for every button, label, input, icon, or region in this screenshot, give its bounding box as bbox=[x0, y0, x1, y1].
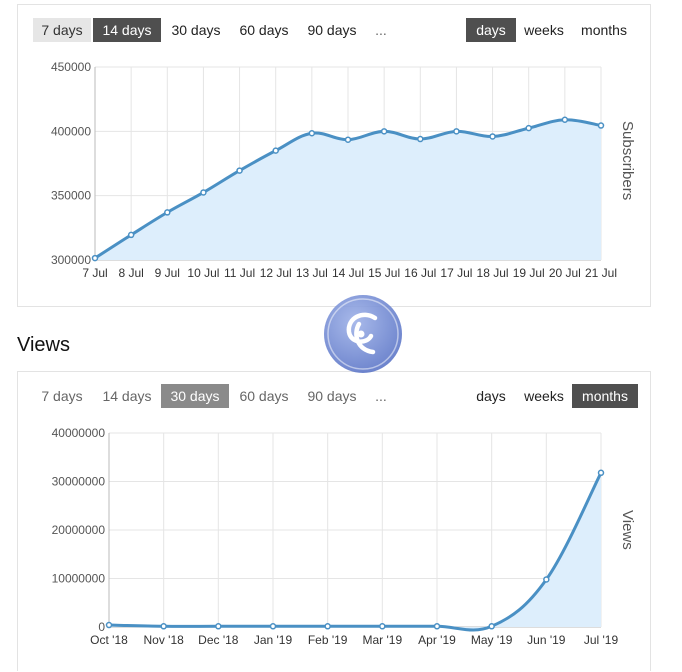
x-tick-label: 11 Jul bbox=[224, 266, 255, 280]
x-tick-label: 14 Jul bbox=[332, 266, 364, 280]
y-tick-label: 20000000 bbox=[52, 523, 106, 537]
data-point bbox=[215, 623, 222, 630]
data-point bbox=[272, 147, 279, 154]
views-section-title: Views bbox=[17, 334, 70, 356]
y-tick-label: 450000 bbox=[51, 60, 91, 74]
data-point bbox=[127, 231, 135, 239]
views-panel: 7 days 14 days 30 days 60 days 90 days .… bbox=[17, 371, 651, 671]
data-point bbox=[433, 623, 441, 630]
x-tick-label: 19 Jul bbox=[513, 266, 545, 280]
data-point bbox=[597, 469, 605, 477]
unit-months-button[interactable]: months bbox=[581, 22, 627, 38]
data-point bbox=[269, 623, 277, 630]
x-tick-label: Nov '18 bbox=[144, 633, 185, 647]
x-tick-label: 8 Jul bbox=[118, 266, 143, 280]
views-unit-months-button[interactable]: months bbox=[572, 384, 638, 408]
data-point bbox=[324, 623, 331, 630]
subscribers-axis-title: Subscribers bbox=[619, 121, 636, 201]
data-point bbox=[160, 623, 167, 630]
views-axis-title: Views bbox=[619, 510, 636, 550]
x-tick-label: 20 Jul bbox=[549, 266, 581, 280]
views-range-90-days-button[interactable]: 90 days bbox=[307, 388, 357, 404]
x-tick-label: May '19 bbox=[471, 633, 513, 647]
x-tick-label: 12 Jul bbox=[260, 266, 292, 280]
x-tick-label: Feb '19 bbox=[308, 633, 348, 647]
data-point bbox=[200, 189, 207, 196]
y-tick-label: 400000 bbox=[51, 124, 91, 138]
data-point bbox=[344, 136, 352, 143]
x-tick-label: Jun '19 bbox=[527, 633, 566, 647]
range-30-days-button[interactable]: 30 days bbox=[171, 22, 221, 38]
x-tick-label: 13 Jul bbox=[296, 266, 328, 280]
y-tick-label: 350000 bbox=[51, 189, 91, 203]
x-tick-label: Mar '19 bbox=[363, 633, 403, 647]
range-60-days-button[interactable]: 60 days bbox=[239, 22, 289, 38]
data-point bbox=[105, 621, 113, 629]
series-area bbox=[109, 472, 601, 631]
data-point bbox=[308, 130, 316, 137]
data-point bbox=[164, 209, 171, 216]
x-tick-label: 16 Jul bbox=[404, 266, 436, 280]
subscribers-panel: 7 days 14 days 30 days 60 days 90 days .… bbox=[17, 4, 651, 307]
data-point bbox=[379, 623, 386, 630]
x-tick-label: 21 Jul bbox=[585, 266, 617, 280]
x-tick-label: Apr '19 bbox=[418, 633, 456, 647]
x-tick-label: Dec '18 bbox=[198, 633, 239, 647]
x-tick-label: 18 Jul bbox=[477, 266, 509, 280]
range-more-button[interactable]: ... bbox=[375, 22, 387, 38]
watermark-logo-icon bbox=[324, 295, 402, 373]
views-unit-days-button[interactable]: days bbox=[476, 388, 506, 404]
data-point bbox=[380, 128, 388, 135]
data-point bbox=[236, 167, 243, 174]
x-tick-label: 15 Jul bbox=[368, 266, 400, 280]
views-range-more-button[interactable]: ... bbox=[375, 388, 387, 404]
views-range-7-days-button[interactable]: 7 days bbox=[41, 388, 83, 404]
x-tick-label: Oct '18 bbox=[90, 633, 128, 647]
x-tick-label: 7 Jul bbox=[82, 266, 107, 280]
y-tick-label: 0 bbox=[98, 620, 105, 634]
range-90-days-button[interactable]: 90 days bbox=[307, 22, 357, 38]
views-range-60-days-button[interactable]: 60 days bbox=[239, 388, 289, 404]
data-point bbox=[561, 116, 569, 124]
views-unit-weeks-button[interactable]: weeks bbox=[524, 388, 564, 404]
series-line bbox=[108, 472, 603, 632]
x-tick-label: Jan '19 bbox=[254, 633, 293, 647]
views-range-14-days-button[interactable]: 14 days bbox=[102, 388, 152, 404]
data-point bbox=[525, 124, 532, 132]
range-7-days-button[interactable]: 7 days bbox=[33, 18, 91, 42]
x-tick-label: 9 Jul bbox=[155, 266, 180, 280]
y-tick-label: 10000000 bbox=[52, 572, 106, 586]
data-point bbox=[488, 623, 495, 630]
data-point bbox=[489, 133, 496, 140]
data-point bbox=[453, 128, 460, 135]
series-area bbox=[95, 119, 601, 260]
unit-weeks-button[interactable]: weeks bbox=[524, 22, 564, 38]
range-14-days-button[interactable]: 14 days bbox=[93, 18, 161, 42]
x-tick-label: Jul '19 bbox=[584, 633, 619, 647]
y-tick-label: 300000 bbox=[51, 253, 91, 267]
y-tick-label: 30000000 bbox=[52, 475, 106, 489]
data-point bbox=[543, 576, 550, 583]
data-point bbox=[597, 122, 605, 129]
data-point bbox=[417, 135, 424, 143]
data-point bbox=[91, 254, 99, 262]
unit-days-button[interactable]: days bbox=[466, 18, 516, 42]
x-tick-label: 17 Jul bbox=[440, 266, 472, 280]
x-tick-label: 10 Jul bbox=[187, 266, 219, 280]
y-tick-label: 40000000 bbox=[52, 426, 106, 440]
views-range-30-days-button[interactable]: 30 days bbox=[161, 384, 229, 408]
